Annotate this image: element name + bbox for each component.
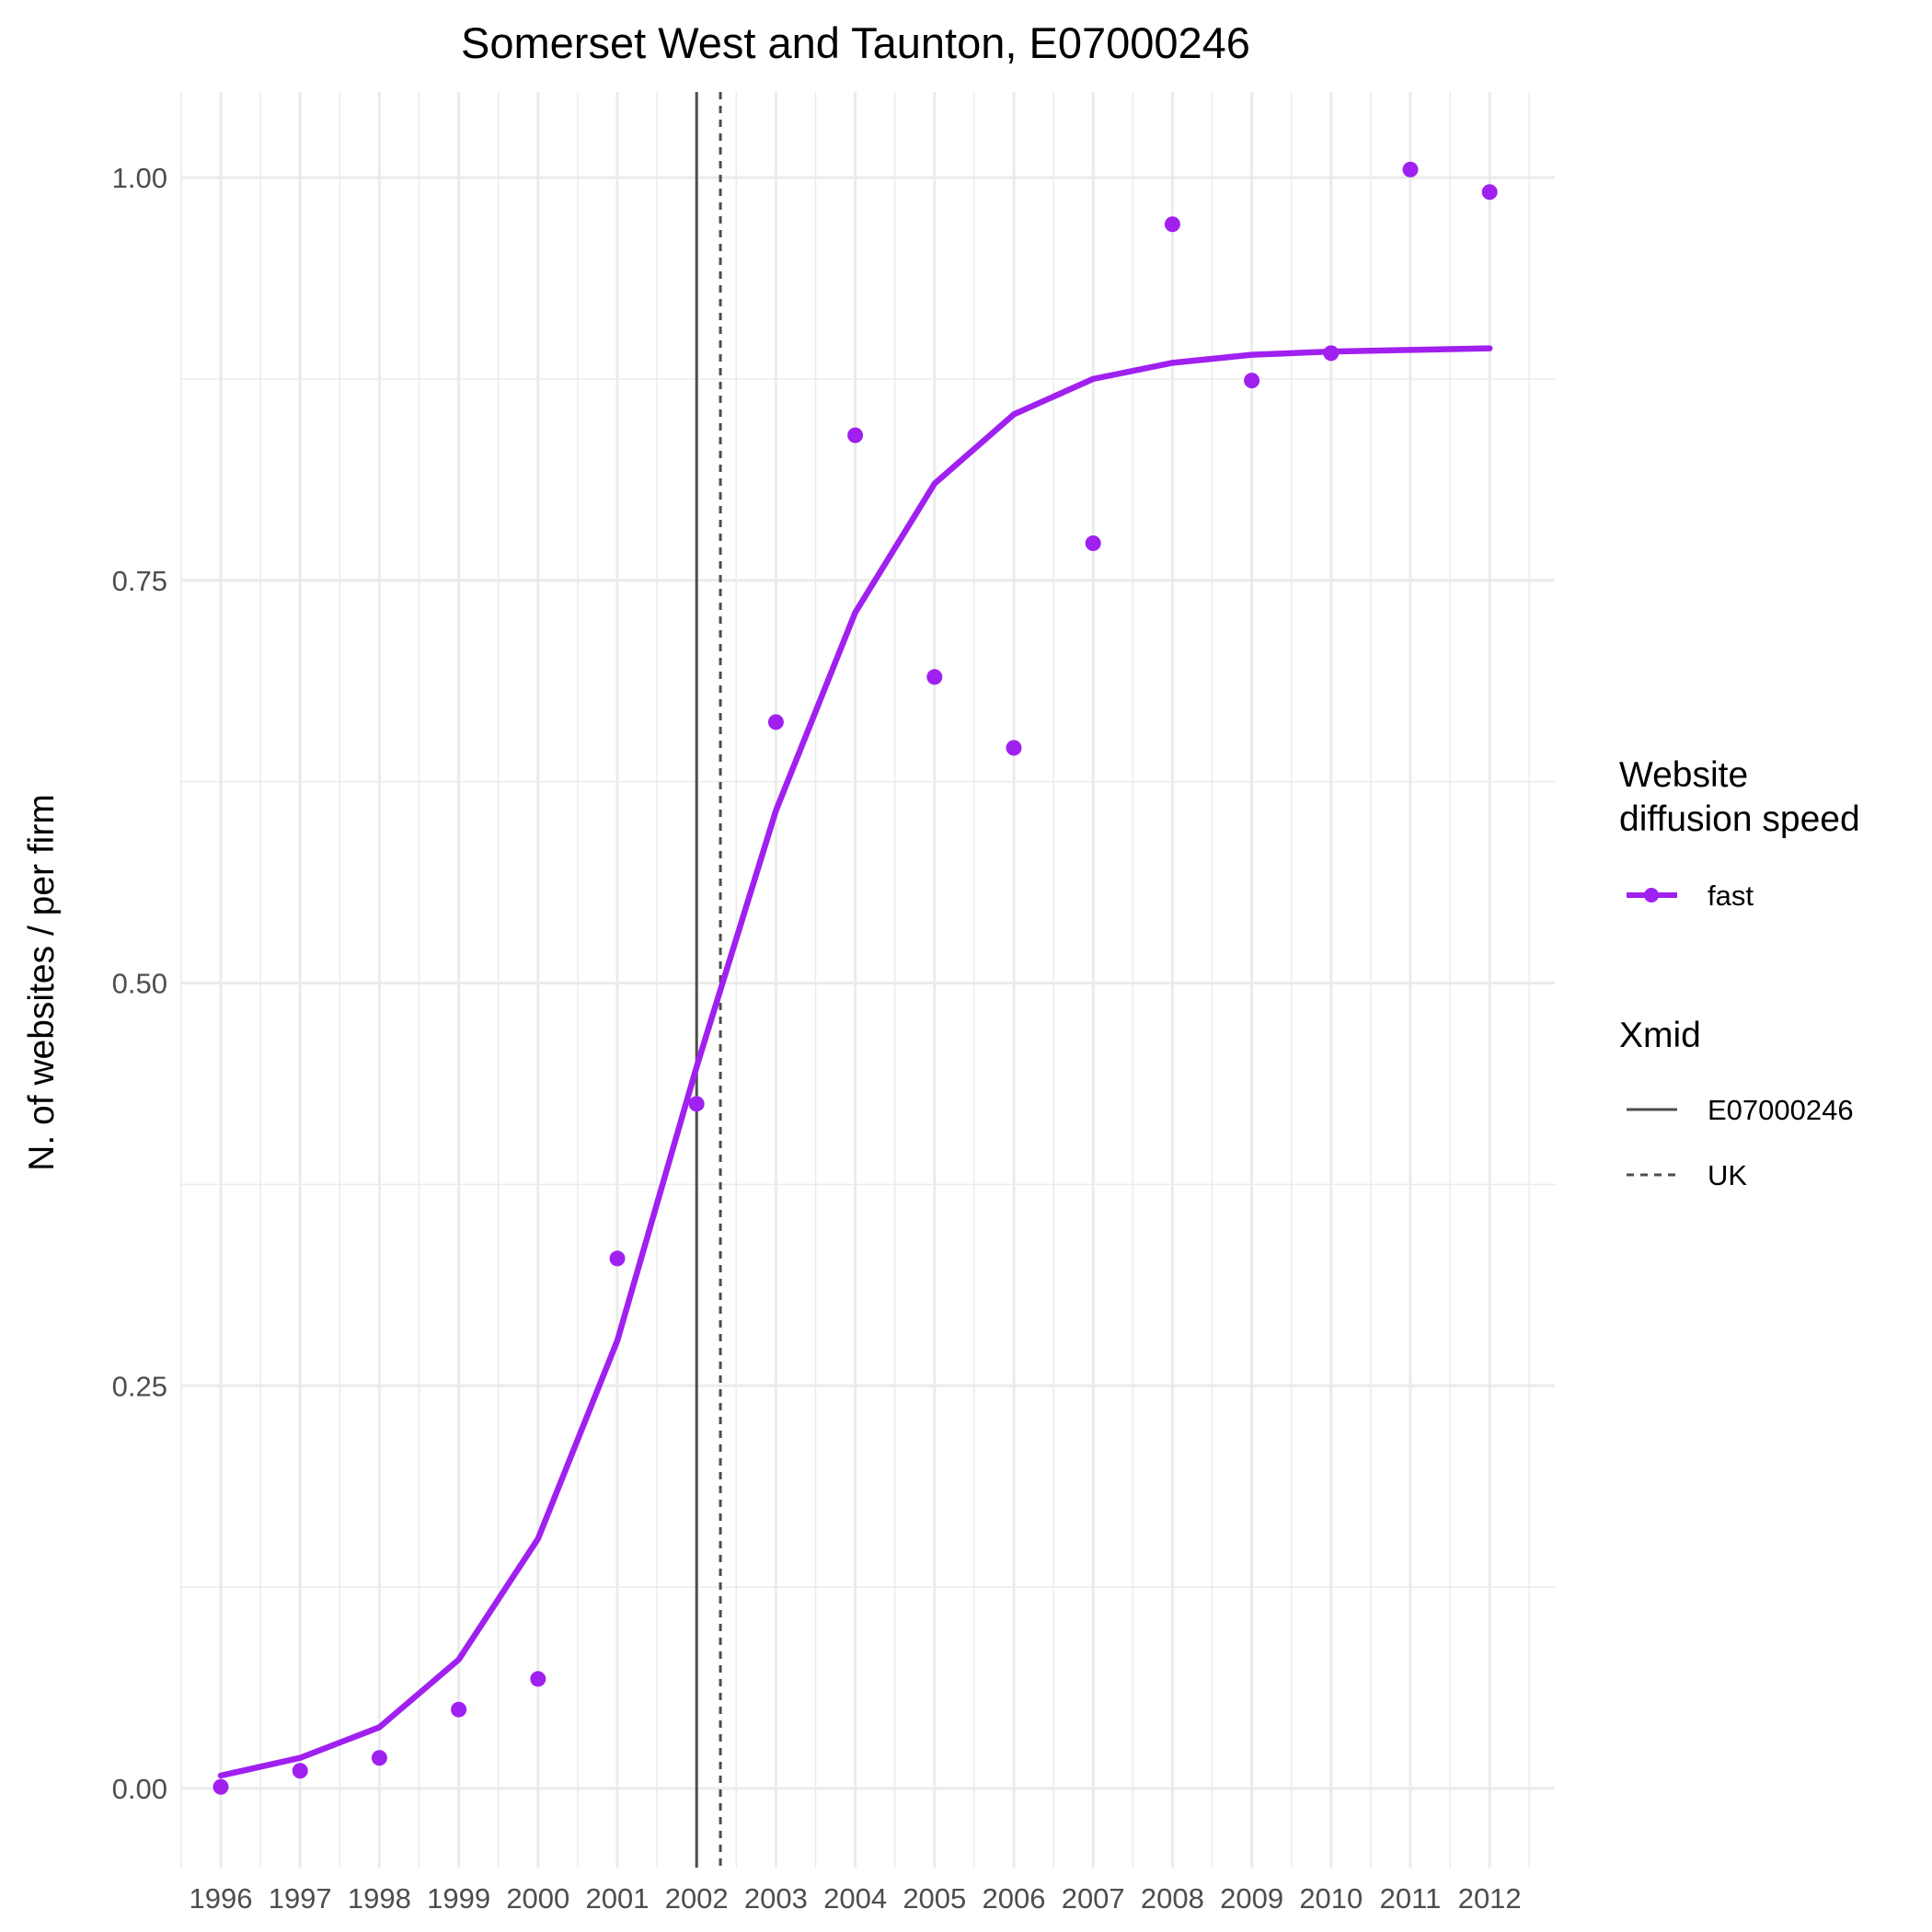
data-point-1998: [371, 1750, 387, 1766]
x-tick-label: 1997: [269, 1882, 332, 1915]
legend-key-fast-point: [1644, 888, 1659, 903]
x-tick-label: 2004: [823, 1882, 887, 1915]
reference-lines: [695, 92, 722, 1868]
legend-label-e07000246: E07000246: [1708, 1094, 1854, 1126]
y-tick-label: 0.00: [112, 1773, 167, 1805]
legend: Website diffusion speed fast Xmid E07000…: [1619, 755, 1860, 1191]
legend-label-uk: UK: [1708, 1159, 1747, 1191]
legend-title-xmid: Xmid: [1619, 1016, 1701, 1055]
data-point-2002: [688, 1096, 705, 1112]
data-point-1999: [451, 1701, 467, 1718]
data-point-2007: [1085, 535, 1101, 551]
x-axis-ticks: 1996 1997 1998 1999 2000 2001 2002 2003 2004 2005…: [190, 1882, 1522, 1915]
data-point-2003: [767, 714, 784, 730]
x-tick-label: 1999: [427, 1882, 490, 1915]
data-point-2009: [1244, 373, 1260, 389]
y-axis-title: N. of websites / per firm: [22, 794, 62, 1171]
x-tick-label: 2009: [1220, 1882, 1283, 1915]
data-point-2010: [1323, 345, 1340, 362]
data-point-2008: [1164, 216, 1180, 233]
series-layer: [213, 161, 1498, 1795]
x-tick-label: 2010: [1299, 1882, 1363, 1915]
legend-title-speed-line1: Website: [1619, 755, 1748, 795]
x-tick-label: 2007: [1062, 1882, 1125, 1915]
y-tick-label: 0.25: [112, 1370, 167, 1402]
data-point-1997: [292, 1763, 308, 1779]
data-point-2012: [1481, 184, 1498, 201]
x-tick-label: 2005: [903, 1882, 966, 1915]
x-tick-label: 2001: [586, 1882, 650, 1915]
data-point-2011: [1402, 161, 1419, 178]
x-tick-label: 2008: [1141, 1882, 1204, 1915]
data-point-2005: [926, 669, 943, 685]
y-tick-label: 0.50: [112, 968, 167, 1000]
y-tick-label: 1.00: [112, 162, 167, 194]
data-point-2004: [847, 427, 864, 443]
x-tick-label: 2012: [1458, 1882, 1522, 1915]
x-tick-label: 2002: [665, 1882, 729, 1915]
data-point-2001: [609, 1250, 626, 1267]
chart-title: Somerset West and Taunton, E07000246: [461, 18, 1250, 67]
x-tick-label: 2000: [506, 1882, 569, 1915]
x-tick-label: 1998: [348, 1882, 411, 1915]
data-point-2006: [1006, 740, 1022, 756]
x-tick-label: 1996: [190, 1882, 253, 1915]
legend-title-speed-line2: diffusion speed: [1619, 799, 1860, 839]
x-tick-label: 2003: [744, 1882, 808, 1915]
x-tick-label: 2011: [1380, 1882, 1442, 1915]
legend-label-fast: fast: [1708, 880, 1754, 912]
x-tick-label: 2006: [983, 1882, 1046, 1915]
data-point-1996: [213, 1778, 229, 1795]
data-point-2000: [530, 1671, 546, 1687]
y-tick-label: 0.75: [112, 565, 167, 597]
series-line-fast: [217, 345, 1493, 1779]
y-axis-ticks: 0.00 0.25 0.50 0.75 1.00: [112, 162, 167, 1805]
grid: [180, 92, 1555, 1868]
